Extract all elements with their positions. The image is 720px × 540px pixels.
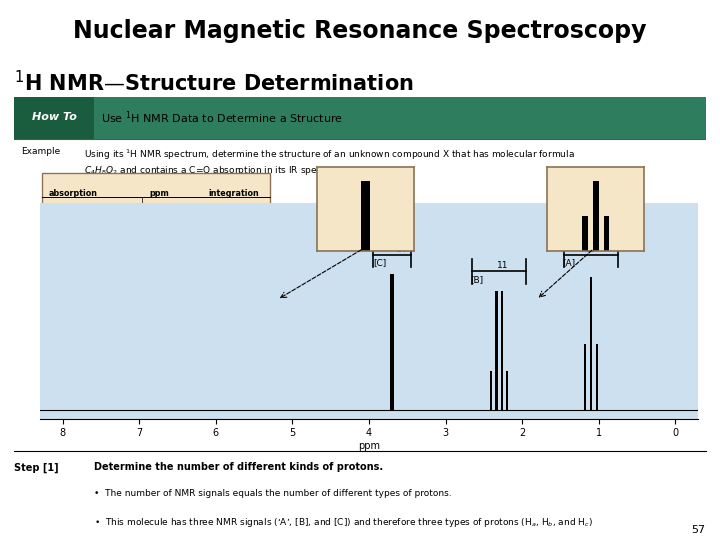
FancyBboxPatch shape — [42, 173, 270, 298]
Bar — [582, 216, 588, 251]
Text: [B]: [B] — [470, 275, 483, 284]
Bar — [590, 277, 593, 410]
Bar — [501, 291, 503, 410]
Text: absorption: absorption — [49, 189, 98, 198]
Text: integration: integration — [208, 189, 258, 198]
FancyBboxPatch shape — [14, 97, 94, 139]
Text: [B] quartet: [B] quartet — [49, 239, 91, 248]
Text: [A] triplet: [A] triplet — [49, 215, 86, 224]
Text: How To: How To — [32, 112, 77, 122]
X-axis label: ppm: ppm — [358, 441, 380, 451]
Bar — [596, 344, 598, 410]
Bar — [593, 181, 598, 251]
Text: •  The number of NMR signals equals the number of different types of protons.: • The number of NMR signals equals the n… — [94, 489, 451, 498]
Text: 57: 57 — [691, 525, 706, 535]
Text: [A]: [A] — [562, 258, 575, 267]
Text: Using its $^{1}$H NMR spectrum, determine the structure of an unknown compound X: Using its $^{1}$H NMR spectrum, determin… — [84, 147, 575, 177]
Text: Nuclear Magnetic Resonance Spectroscopy: Nuclear Magnetic Resonance Spectroscopy — [73, 19, 647, 43]
Text: ppm: ppm — [149, 189, 169, 198]
Bar — [585, 344, 587, 410]
Text: 2.3: 2.3 — [149, 239, 161, 248]
Text: 11: 11 — [208, 239, 217, 248]
Bar — [495, 291, 498, 410]
Text: Example: Example — [22, 147, 60, 156]
Text: 15: 15 — [585, 245, 597, 253]
Text: Determine the number of different kinds of protons.: Determine the number of different kinds … — [94, 462, 383, 472]
Text: [C] singlet: [C] singlet — [49, 263, 89, 272]
Text: [C]: [C] — [373, 258, 386, 267]
Text: 14: 14 — [396, 245, 408, 253]
Bar — [361, 181, 369, 251]
Text: 15: 15 — [208, 215, 217, 224]
Text: 14: 14 — [208, 263, 217, 272]
Text: 3.7: 3.7 — [149, 263, 161, 272]
Bar — [506, 371, 508, 410]
Text: •  This molecule has three NMR signals (‘A’, [B], and [C]) and therefore three t: • This molecule has three NMR signals (‘… — [94, 516, 593, 529]
Bar — [490, 371, 492, 410]
Bar — [604, 216, 609, 251]
Text: Use $^{1}$H NMR Data to Determine a Structure: Use $^{1}$H NMR Data to Determine a Stru… — [101, 109, 343, 125]
Text: Step [1]: Step [1] — [14, 462, 59, 472]
Text: $^{1}$H NMR—Structure Determination: $^{1}$H NMR—Structure Determination — [14, 70, 414, 95]
Text: 11: 11 — [498, 261, 509, 270]
FancyBboxPatch shape — [14, 97, 706, 139]
Text: 1.1: 1.1 — [149, 215, 161, 224]
Bar — [390, 274, 394, 410]
